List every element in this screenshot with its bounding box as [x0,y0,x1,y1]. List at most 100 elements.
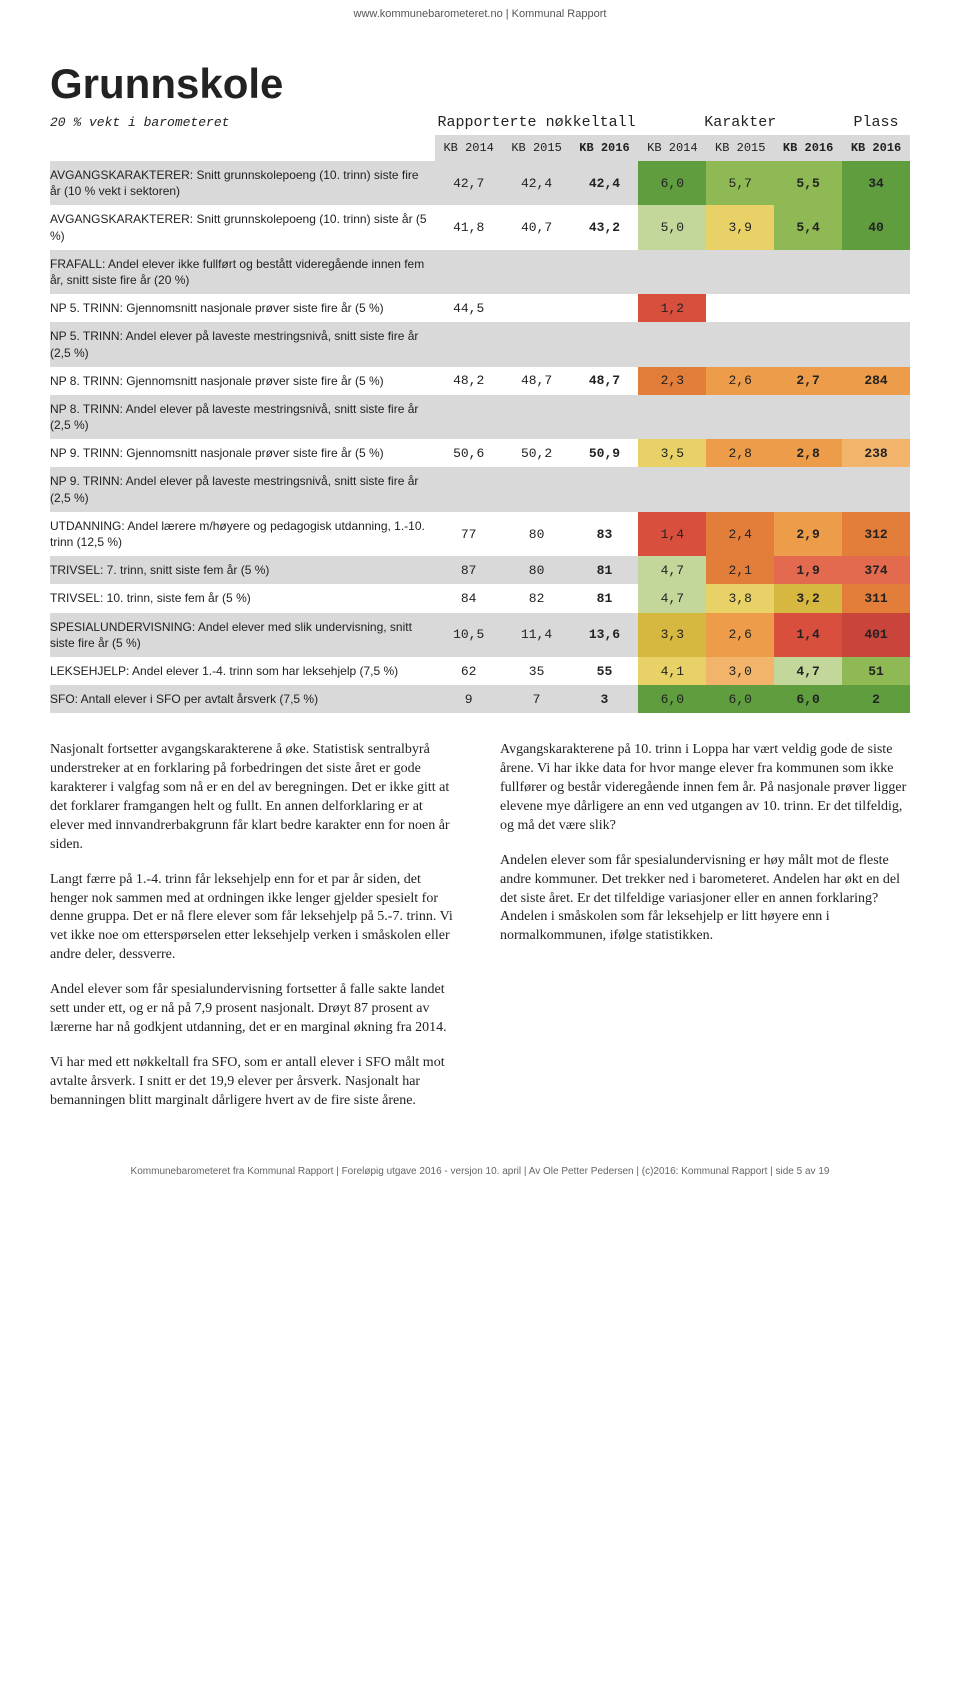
row-label: NP 5. TRINN: Gjennomsnitt nasjonale prøv… [50,294,435,322]
data-cell: 4,7 [638,584,706,612]
data-cell: 6,0 [638,161,706,205]
data-cell: 80 [503,512,571,556]
data-cell: 82 [503,584,571,612]
data-cell: 4,7 [638,556,706,584]
data-cell: 81 [571,584,639,612]
column-header-cell: KB 2016 [842,135,910,161]
data-cell: 238 [842,439,910,467]
data-cell: 1,4 [638,512,706,556]
column-header-row: KB 2014KB 2015KB 2016KB 2014KB 2015KB 20… [50,135,910,161]
data-cell: 42,7 [435,161,503,205]
data-cell: 43,2 [571,205,639,249]
data-cell [774,250,842,294]
table-row: NP 8. TRINN: Andel elever på laveste mes… [50,395,910,439]
table-row: FRAFALL: Andel elever ikke fullført og b… [50,250,910,294]
paragraph: Nasjonalt fortsetter avgangskarakterene … [50,741,460,854]
data-cell [706,250,774,294]
data-cell: 81 [571,556,639,584]
data-cell [435,250,503,294]
data-cell: 312 [842,512,910,556]
data-cell: 42,4 [503,161,571,205]
data-cell: 41,8 [435,205,503,249]
data-cell [706,467,774,511]
data-cell: 5,7 [706,161,774,205]
paragraph: Andelen elever som får spesialundervisni… [500,852,910,946]
data-cell: 13,6 [571,613,639,657]
row-label: LEKSEHJELP: Andel elever 1.-4. trinn som… [50,657,435,685]
group-header-row: 20 % vekt i barometeret Rapporterte nøkk… [50,110,910,135]
row-label: TRIVSEL: 10. trinn, siste fem år (5 %) [50,584,435,612]
data-cell [842,467,910,511]
table-row: NP 9. TRINN: Gjennomsnitt nasjonale prøv… [50,439,910,467]
data-cell: 6,0 [638,685,706,713]
data-cell [571,467,639,511]
data-cell: 4,1 [638,657,706,685]
table-row: AVGANGSKARAKTERER: Snitt grunnskolepoeng… [50,161,910,205]
column-header-cell: KB 2015 [503,135,571,161]
data-cell: 374 [842,556,910,584]
data-cell [706,395,774,439]
data-cell: 87 [435,556,503,584]
data-cell [571,322,639,366]
data-cell [842,294,910,322]
row-label: NP 8. TRINN: Andel elever på laveste mes… [50,395,435,439]
header-link: www.kommunebarometeret.no | Kommunal Rap… [0,0,960,20]
data-cell [638,250,706,294]
data-cell [638,395,706,439]
data-cell: 10,5 [435,613,503,657]
row-label: FRAFALL: Andel elever ikke fullført og b… [50,250,435,294]
data-cell [706,294,774,322]
data-cell: 2,3 [638,367,706,395]
data-cell: 40 [842,205,910,249]
data-cell [774,322,842,366]
data-cell: 9 [435,685,503,713]
data-cell: 50,6 [435,439,503,467]
data-cell [774,467,842,511]
data-cell: 2,8 [774,439,842,467]
row-label: TRIVSEL: 7. trinn, snitt siste fem år (5… [50,556,435,584]
data-cell [503,467,571,511]
paragraph: Andel elever som får spesialundervisning… [50,981,460,1038]
data-cell: 1,4 [774,613,842,657]
left-column: Nasjonalt fortsetter avgangskarakterene … [50,741,460,1126]
table-row: TRIVSEL: 10. trinn, siste fem år (5 %)84… [50,584,910,612]
data-cell: 7 [503,685,571,713]
data-cell: 11,4 [503,613,571,657]
data-cell: 48,7 [503,367,571,395]
data-cell: 50,2 [503,439,571,467]
data-cell: 2 [842,685,910,713]
table-row: AVGANGSKARAKTERER: Snitt grunnskolepoeng… [50,205,910,249]
data-cell [774,294,842,322]
data-cell: 5,4 [774,205,842,249]
data-cell: 2,4 [706,512,774,556]
paragraph: Avgangskarakterene på 10. trinn i Loppa … [500,741,910,835]
data-cell [774,395,842,439]
subtitle: 20 % vekt i barometeret [50,115,229,130]
data-cell: 80 [503,556,571,584]
data-cell: 55 [571,657,639,685]
data-cell: 3 [571,685,639,713]
data-cell: 42,4 [571,161,639,205]
data-cell: 284 [842,367,910,395]
data-cell [435,322,503,366]
data-cell: 5,5 [774,161,842,205]
table-row: UTDANNING: Andel lærere m/høyere og peda… [50,512,910,556]
table-row: NP 5. TRINN: Gjennomsnitt nasjonale prøv… [50,294,910,322]
right-column: Avgangskarakterene på 10. trinn i Loppa … [500,741,910,1126]
paragraph: Langt færre på 1.-4. trinn får leksehjel… [50,871,460,965]
row-label: SPESIALUNDERVISNING: Andel elever med sl… [50,613,435,657]
row-label: NP 5. TRINN: Andel elever på laveste mes… [50,322,435,366]
table-row: TRIVSEL: 7. trinn, snitt siste fem år (5… [50,556,910,584]
data-cell [706,322,774,366]
data-cell [571,250,639,294]
data-table: 20 % vekt i barometeret Rapporterte nøkk… [50,110,910,713]
data-cell: 6,0 [774,685,842,713]
data-cell: 1,9 [774,556,842,584]
data-cell: 62 [435,657,503,685]
data-cell [842,250,910,294]
data-cell: 2,8 [706,439,774,467]
data-cell [842,395,910,439]
data-cell: 50,9 [571,439,639,467]
data-cell: 4,7 [774,657,842,685]
table-row: NP 5. TRINN: Andel elever på laveste mes… [50,322,910,366]
